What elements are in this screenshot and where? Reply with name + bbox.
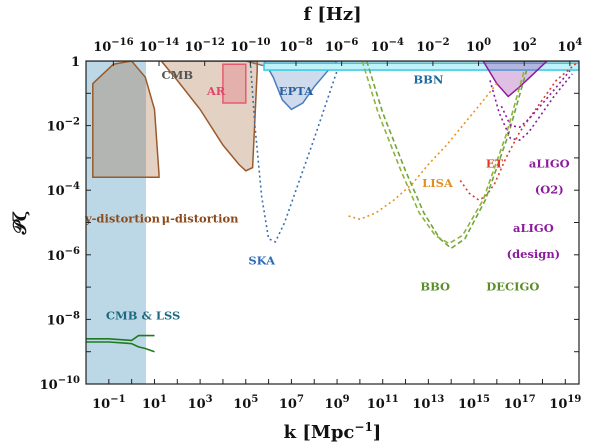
- x-tick-label: 1017: [504, 394, 536, 412]
- x-tick-label: 1011: [367, 394, 399, 412]
- series-lisa-9: [348, 83, 498, 221]
- f-tick-label: 100: [466, 37, 491, 55]
- x-tick-label: 1015: [458, 394, 490, 412]
- series-ar-5: [222, 63, 247, 104]
- series-aligo-o2-14: [500, 70, 571, 129]
- label-aligo-8: aLIGO: [513, 221, 554, 235]
- y-tick-label: 10−6: [47, 246, 80, 264]
- f-tick-label: 10−10: [230, 37, 270, 55]
- label-cmb-lss-15: CMB & LSS: [106, 308, 180, 322]
- f-tick-label: 10−2: [416, 37, 449, 55]
- x-tick-label: 109: [325, 394, 350, 412]
- label-decigo-14: DECIGO: [486, 279, 539, 293]
- series-et-10: [459, 61, 579, 201]
- f-tick-label: 104: [557, 37, 582, 55]
- f-tick-label: 10−16: [93, 37, 133, 55]
- series-cmb-lss-0: [86, 334, 155, 342]
- f-tick-label: 10−12: [184, 37, 224, 55]
- f-tick-label: 10−4: [371, 37, 404, 55]
- x-tick-label: 105: [233, 394, 258, 412]
- label-bbn-3: BBN: [413, 73, 443, 87]
- f-tick-label: 10−6: [325, 37, 358, 55]
- label-cmb-0: CMB: [161, 68, 193, 82]
- series-y-distortion-3: [92, 61, 160, 179]
- label-y-distortion-10: y-distortion: [84, 212, 161, 226]
- series-decigo-12: [361, 61, 525, 245]
- label-ar-1: AR: [206, 84, 226, 98]
- y-tick-label: 10−10: [40, 375, 80, 393]
- series-cmb-lss-1: [86, 341, 155, 353]
- label-epta-2: EPTA: [279, 84, 314, 98]
- cmb-lss-shade: [86, 61, 146, 384]
- series-bbo-11: [365, 61, 528, 250]
- x-tick-label: 107: [279, 394, 304, 412]
- label-distortion-11: μ-distortion: [162, 212, 239, 226]
- f-tick-label: 10−14: [139, 37, 179, 55]
- x-tick-label: 1013: [412, 394, 444, 412]
- x-axis-title: k [Mpc−1]: [284, 420, 382, 443]
- annotation-layer: CMB AR EPTA BBN LISA ET aLIGO (O2) aLIGO (design)…: [84, 68, 570, 323]
- label-lisa-4: LISA: [422, 176, 454, 190]
- x-tick-label: 1019: [549, 394, 581, 412]
- label-o2-7: (O2): [535, 182, 564, 196]
- y-tick-label: 10−4: [47, 181, 80, 199]
- y-tick-label: 10−2: [47, 117, 80, 135]
- label-et-5: ET: [486, 157, 504, 171]
- y-axis-title: 𝒫ζ: [10, 211, 31, 236]
- series-ska-7: [249, 61, 338, 243]
- f-tick-label: 102: [512, 37, 537, 55]
- top-axis-title: f [Hz]: [303, 4, 361, 25]
- label-bbo-13: BBO: [420, 279, 450, 293]
- y-tick-label: 1: [71, 55, 80, 70]
- label-design-9: (design): [507, 247, 561, 261]
- series-bbn-8: [263, 62, 579, 71]
- plot-area: [86, 61, 579, 384]
- x-tick-label: 103: [188, 394, 213, 412]
- axes-layer: 10−1 101 103 105 107 109 1011 1013 1015 1017 1019 1…: [10, 4, 582, 443]
- y-tick-label: 10−8: [47, 310, 80, 328]
- label-ska-12: SKA: [248, 254, 276, 268]
- series-distortion-4: [160, 61, 258, 172]
- x-tick-label: 10−1: [92, 394, 125, 412]
- f-tick-label: 10−8: [279, 37, 312, 55]
- label-aligo-6: aLIGO: [529, 157, 570, 171]
- series-layer: [86, 61, 579, 353]
- x-tick-label: 101: [142, 394, 167, 412]
